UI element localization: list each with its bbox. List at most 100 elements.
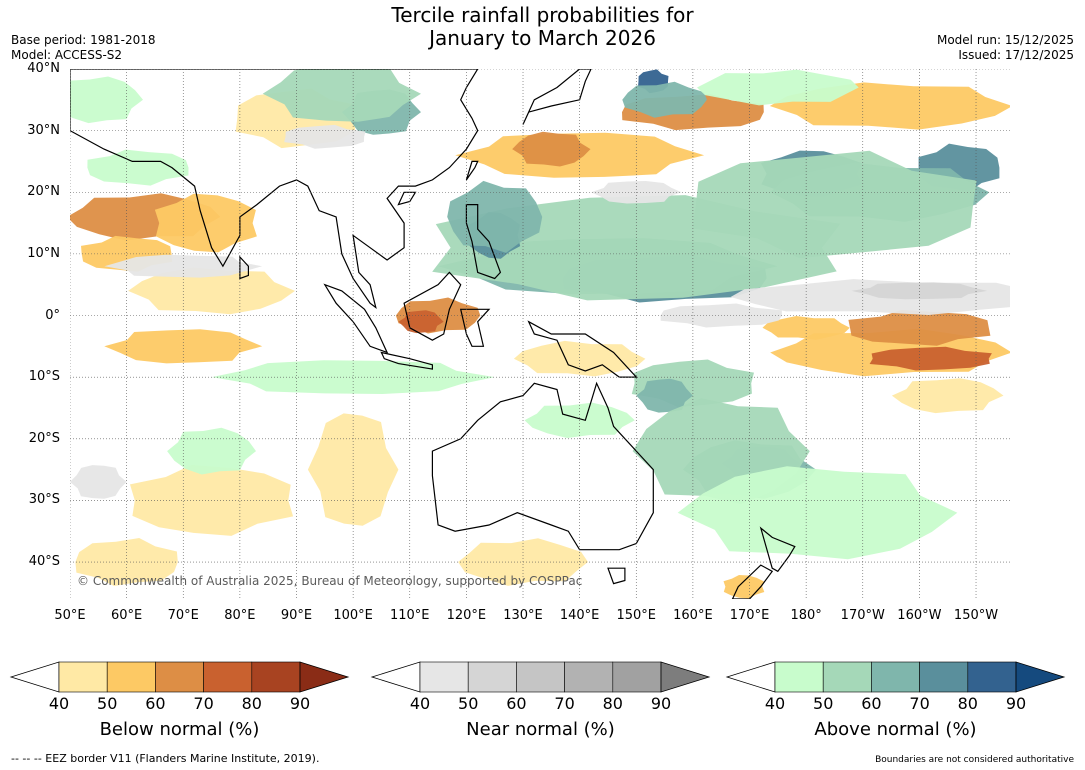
- region-above-2: [262, 69, 421, 122]
- colorbar-segment: [516, 661, 565, 693]
- lon-label: 60°E: [110, 608, 143, 623]
- region-near-1: [104, 254, 263, 278]
- region-near-1: [70, 465, 127, 499]
- meta-right: Model run: 15/12/2025 Issued: 17/12/2025: [937, 33, 1074, 63]
- colorbar-segment: [564, 661, 614, 693]
- colorbar-min-arrow: [725, 661, 776, 693]
- lon-label: 80°E: [224, 608, 256, 623]
- colorbar-segment: [967, 661, 1017, 693]
- colorbar-tick: 40: [764, 694, 786, 713]
- java-coast: [380, 351, 433, 370]
- sri-lanka-coast: [239, 255, 249, 280]
- lon-label: 170°W: [840, 608, 885, 623]
- title-line-1: Tercile rainfall probabilities for: [391, 3, 694, 27]
- lon-label: 110°E: [389, 608, 430, 623]
- region-above-3: [447, 180, 543, 253]
- sulawesi-coast: [459, 308, 491, 347]
- lat-label: 40°N: [27, 61, 60, 76]
- lat-label: 0°: [45, 307, 60, 323]
- colorbar-tick: 70: [909, 694, 930, 713]
- probability-regions: [70, 69, 1010, 599]
- colorbar-max-arrow: [299, 661, 350, 693]
- colorbar-title: Below normal (%): [99, 719, 260, 740]
- colorbar-tick: 60: [145, 694, 166, 713]
- lon-label: 100°E: [333, 608, 373, 623]
- colorbar-segment: [203, 661, 253, 693]
- colorbar-tick: 40: [48, 694, 70, 713]
- colorbar-segment: [251, 661, 301, 693]
- colorbar-segment: [155, 661, 204, 693]
- eez-border-note: -- -- -- EEZ border V11 (Flanders Marine…: [11, 752, 320, 765]
- colorbar-tick: 50: [813, 694, 834, 713]
- region-above-1: [211, 360, 495, 394]
- lon-label: 180°: [790, 608, 822, 623]
- region-above-1: [87, 149, 189, 186]
- map-area: [70, 69, 1010, 599]
- colorbar-segment: [822, 661, 872, 693]
- region-below-4: [869, 346, 992, 371]
- copyright-notice: © Commonwealth of Australia 2025, Bureau…: [77, 574, 583, 588]
- lon-label: 90°E: [280, 608, 313, 623]
- australia-coast: [431, 381, 654, 551]
- region-above-3: [636, 378, 693, 413]
- colorbar-1: [370, 661, 711, 693]
- region-below-1: [891, 378, 1004, 414]
- region-above-3: [622, 81, 707, 118]
- region-near-2: [851, 282, 988, 300]
- region-above-1: [167, 427, 256, 475]
- model-run: Model run: 15/12/2025: [936, 33, 1074, 47]
- lon-label: 130°E: [503, 608, 543, 623]
- lon-label: 50°E: [54, 608, 86, 623]
- base-period: Base period: 1981-2018: [11, 33, 156, 47]
- lon-label: 140°E: [559, 608, 600, 623]
- lat-label: 10°N: [27, 245, 60, 261]
- title-line-2: January to March 2026: [429, 26, 656, 50]
- colorbar-tick: 50: [458, 694, 479, 713]
- colorbar-tick: 90: [650, 694, 672, 713]
- colorbar-title: Near normal (%): [466, 719, 615, 740]
- taiwan-coast: [465, 160, 479, 181]
- colorbar-segment: [106, 661, 156, 693]
- chart-title: Tercile rainfall probabilities for Janua…: [0, 4, 1085, 50]
- colorbar-tick: 60: [861, 694, 882, 713]
- colorbars: [9, 661, 1066, 693]
- lon-label: 150°W: [953, 608, 999, 623]
- colorbar-tick: 70: [554, 694, 575, 713]
- colorbar-tick: 90: [1005, 694, 1027, 713]
- boundary-disclaimer: Boundaries are not considered authoritat…: [875, 755, 1074, 765]
- colorbar-tick: 60: [506, 694, 527, 713]
- lat-label: 20°N: [27, 184, 60, 200]
- region-below-1: [513, 340, 646, 377]
- map-svg: [70, 69, 1010, 599]
- lon-label: 170°E: [729, 608, 770, 623]
- lon-label: 150°E: [616, 608, 657, 623]
- graticule: [70, 69, 1010, 599]
- sumatra-coast: [323, 283, 389, 354]
- colorbar-tick: 70: [193, 694, 214, 713]
- colorbar-max-arrow: [660, 661, 711, 693]
- colorbar-segment: [774, 661, 824, 693]
- colorbar-max-arrow: [1015, 661, 1066, 693]
- borneo-coast: [403, 271, 462, 341]
- japan-coast: [522, 69, 592, 125]
- lon-label: 120°E: [446, 608, 487, 623]
- region-below-2: [104, 329, 263, 364]
- region-below-1: [307, 413, 399, 526]
- colorbar-tick: 80: [957, 694, 978, 713]
- new-zealand-south-coast: [731, 564, 774, 599]
- colorbar-segment: [919, 661, 969, 693]
- colorbar-segment: [467, 661, 517, 693]
- lon-label: 160°W: [897, 608, 942, 623]
- colorbar-min-arrow: [9, 661, 60, 693]
- region-below-2: [154, 193, 257, 253]
- colorbar-tick: 50: [97, 694, 118, 713]
- colorbar-tick: 90: [289, 694, 311, 713]
- colorbar-min-arrow: [370, 661, 421, 693]
- colorbar-tick: 40: [409, 694, 431, 713]
- region-below-2: [723, 575, 765, 599]
- colorbar-0: [9, 661, 350, 693]
- colorbar-segment: [58, 661, 108, 693]
- tasmania-coast: [607, 567, 626, 585]
- colorbar-title: Above normal (%): [814, 719, 977, 740]
- new-zealand-north-coast: [759, 526, 796, 573]
